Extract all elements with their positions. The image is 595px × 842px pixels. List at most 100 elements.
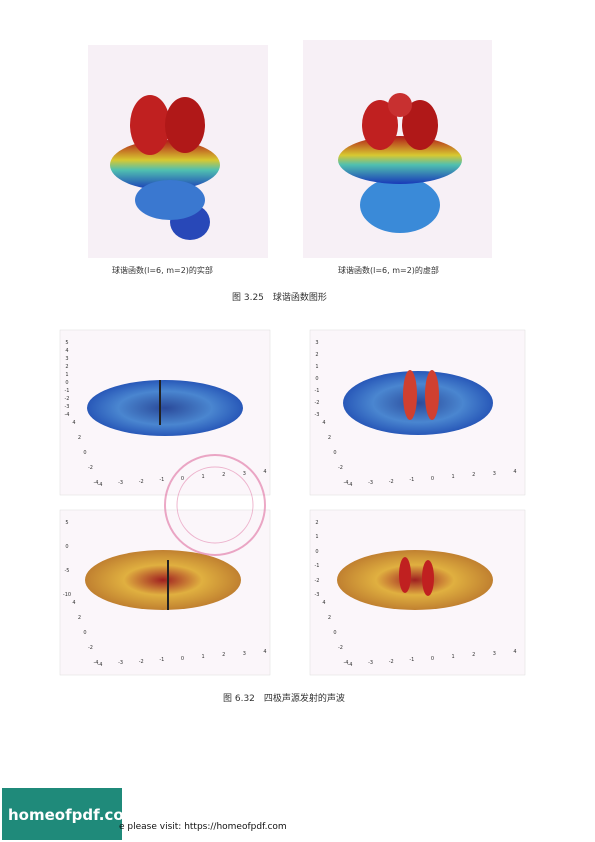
- x-tick-label: 0: [180, 475, 185, 482]
- figure-caption: 图 6.32 四极声源发射的声波: [223, 694, 345, 704]
- x-tick-label: -3: [368, 480, 374, 487]
- y-tick-label: -2: [338, 465, 343, 471]
- surface-peak: [422, 560, 434, 596]
- y-tick-label: 2: [77, 435, 82, 441]
- x-tick-label: -3: [368, 660, 374, 667]
- z-tick-label: -2: [314, 400, 320, 406]
- x-tick-label: 2: [472, 652, 476, 659]
- x-tick-label: 0: [430, 475, 435, 482]
- z-tick-label: 2: [315, 520, 319, 526]
- stamp: [176, 466, 254, 544]
- z-tick-label: 0: [315, 376, 319, 382]
- y-tick-label: 0: [333, 450, 337, 456]
- x-tick-label: 3: [242, 650, 246, 657]
- z-tick-label: -10: [62, 592, 72, 598]
- x-tick-label: 1: [201, 653, 205, 660]
- x-tick-label: -1: [159, 657, 165, 664]
- z-tick-label: 0: [65, 544, 69, 550]
- z-tick-label: -3: [64, 404, 70, 410]
- surface-peak: [403, 370, 417, 420]
- caption-right: 球谐函数(l=6, m=2)的虚部: [338, 266, 439, 275]
- footer-text: e please visit: https://homeofpdf.com: [119, 822, 287, 832]
- stamp: [164, 454, 266, 556]
- z-tick-label: -3: [314, 592, 320, 598]
- z-tick-label: 1: [65, 372, 69, 378]
- z-tick-label: 3: [65, 356, 69, 362]
- x-tick-label: 0: [180, 655, 185, 662]
- y-tick-label: -4: [343, 480, 349, 486]
- x-tick-label: 3: [492, 650, 496, 657]
- z-tick-label: 5: [65, 520, 69, 526]
- x-tick-label: 4: [263, 469, 267, 475]
- x-tick-label: 2: [222, 472, 226, 479]
- y-tick-label: 2: [77, 615, 82, 621]
- figure-caption: 图 3.25 球谐函数图形: [232, 293, 327, 303]
- y-tick-label: 0: [83, 630, 87, 636]
- z-tick-label: 4: [65, 348, 69, 354]
- x-tick-label: 3: [492, 470, 496, 477]
- y-tick-label: 2: [327, 615, 332, 621]
- y-tick-label: 4: [72, 420, 76, 426]
- x-tick-label: 4: [513, 649, 517, 655]
- x-tick-label: 1: [451, 653, 455, 660]
- harmonic-real: [110, 95, 220, 240]
- z-tick-label: -1: [314, 388, 320, 394]
- z-tick-label: 1: [315, 364, 319, 370]
- z-tick-label: -5: [64, 568, 70, 574]
- surface-peak: [399, 557, 411, 593]
- z-tick-label: -1: [64, 388, 70, 394]
- x-tick-label: -2: [138, 658, 144, 665]
- x-tick-label: -3: [118, 480, 124, 487]
- x-tick-label: -4: [97, 662, 103, 668]
- z-tick-label: -2: [64, 396, 70, 402]
- y-tick-label: -4: [93, 480, 99, 486]
- surface-peak: [425, 370, 439, 420]
- z-tick-label: 2: [65, 364, 69, 370]
- z-tick-label: 0: [65, 380, 69, 386]
- z-tick-label: -2: [314, 577, 320, 584]
- x-tick-label: -2: [388, 658, 394, 665]
- x-tick-label: 2: [222, 652, 226, 659]
- x-tick-label: -2: [388, 478, 394, 485]
- surface: [337, 550, 493, 610]
- y-tick-label: 4: [72, 600, 76, 606]
- x-tick-label: -1: [409, 477, 415, 484]
- y-tick-label: -2: [88, 645, 93, 651]
- x-tick-label: -4: [97, 482, 103, 488]
- y-tick-label: -2: [88, 465, 93, 471]
- y-tick-label: 0: [83, 450, 87, 456]
- surface: [85, 550, 241, 610]
- x-tick-label: 1: [201, 473, 205, 480]
- surface: [87, 380, 243, 436]
- surface: [343, 371, 493, 435]
- x-tick-label: 0: [430, 655, 435, 662]
- x-tick-label: 4: [513, 469, 517, 475]
- z-tick-label: 3: [315, 340, 319, 346]
- x-tick-label: -4: [347, 662, 353, 668]
- z-tick-label: -1: [314, 563, 320, 570]
- y-tick-label: 2: [327, 435, 332, 441]
- logo: homeofpdf.com: [8, 806, 140, 824]
- y-tick-label: -2: [338, 645, 343, 651]
- z-tick-label: -4: [64, 412, 70, 418]
- logo-box: [2, 788, 122, 840]
- harmonic-imaginary: [338, 93, 462, 233]
- x-tick-label: -1: [159, 477, 165, 484]
- y-tick-label: 0: [333, 630, 337, 636]
- y-tick-label: 4: [322, 420, 326, 426]
- z-tick-label: 0: [315, 548, 319, 555]
- x-tick-label: -3: [118, 660, 124, 667]
- z-tick-label: 1: [315, 534, 319, 541]
- x-tick-label: 3: [242, 470, 246, 477]
- z-tick-label: 5: [65, 340, 69, 346]
- x-tick-label: 1: [451, 473, 455, 480]
- x-tick-label: 4: [263, 649, 267, 655]
- y-tick-label: 4: [322, 600, 326, 606]
- z-tick-label: -3: [314, 412, 320, 418]
- y-tick-label: -4: [343, 660, 349, 666]
- x-tick-label: -4: [347, 482, 353, 488]
- caption-left: 球谐函数(l=6, m=2)的实部: [112, 266, 213, 275]
- x-tick-label: -1: [409, 657, 415, 664]
